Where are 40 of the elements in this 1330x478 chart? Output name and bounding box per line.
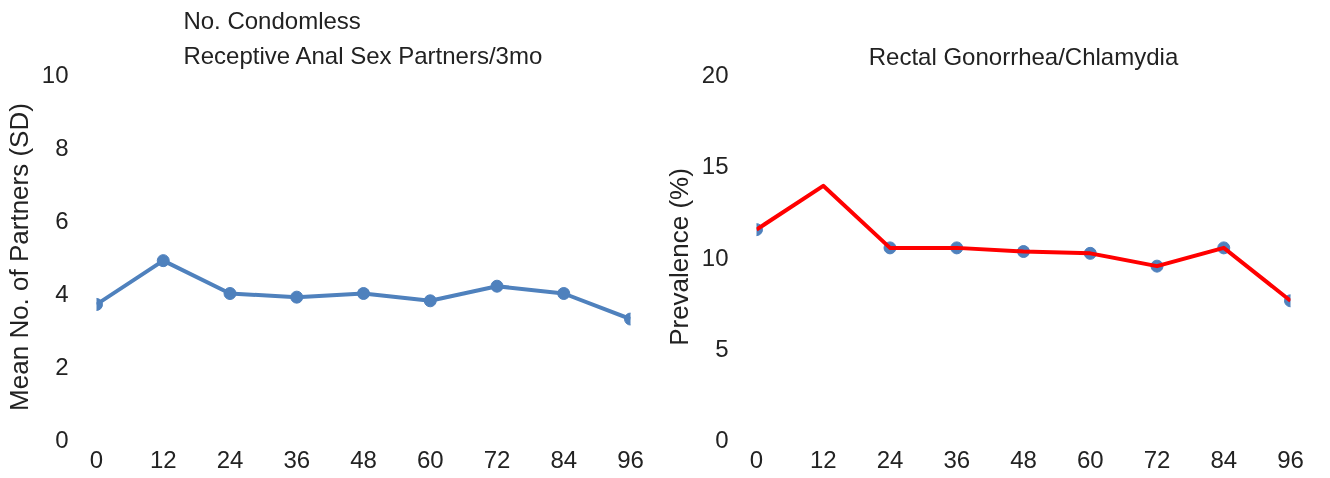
point (490, 279, 504, 293)
x-tick-label: 96 (1277, 445, 1304, 473)
y-tick-label: 0 (715, 426, 729, 453)
y-tick-label: 10 (701, 243, 729, 271)
y-tick-label: 8 (55, 134, 69, 161)
x-tick-label: 60 (1076, 445, 1104, 473)
point (357, 287, 370, 300)
x-tick-label: 84 (550, 445, 578, 473)
x-tick-label: 36 (283, 445, 311, 473)
x-tick-label: 0 (89, 445, 104, 473)
y-axis-title: Prevalence (%) (663, 168, 694, 346)
point (223, 287, 237, 300)
x-tick-label: 96 (617, 445, 644, 473)
y-tick-label: 20 (701, 61, 729, 88)
point (290, 290, 304, 304)
x-tick-label: 24 (876, 445, 904, 473)
chart-title: Rectal Gonorrhea/Chlamydia (868, 42, 1179, 70)
y-tick-label: 0 (55, 426, 69, 453)
y-tick-label: 6 (55, 207, 69, 234)
y-tick-label: 10 (41, 61, 69, 88)
y-tick-label: 5 (715, 334, 729, 362)
x-tick-label: 60 (416, 445, 444, 473)
chart-title: No. Condomless Receptive Anal Sex Partners/3mo (183, 7, 543, 70)
x-tick-label: 0 (749, 445, 764, 473)
x-tick-label: 48 (1010, 445, 1037, 473)
y-tick-label: 4 (55, 280, 69, 307)
y-tick-label: 2 (55, 353, 69, 380)
x-tick-label: 24 (216, 445, 244, 473)
point (156, 254, 170, 268)
y-axis-title: Mean No. of Partners (SD) (3, 103, 34, 411)
x-tick-label: 48 (350, 445, 377, 473)
point (557, 287, 571, 300)
y-tick-label: 15 (701, 152, 729, 180)
x-tick-label: 72 (1143, 445, 1171, 473)
x-tick-label: 36 (943, 445, 971, 473)
x-tick-label: 84 (1210, 445, 1238, 473)
x-tick-label: 72 (483, 445, 511, 473)
x-tick-label: 12 (149, 445, 177, 473)
point (423, 294, 437, 308)
x-tick-label: 12 (809, 445, 837, 473)
